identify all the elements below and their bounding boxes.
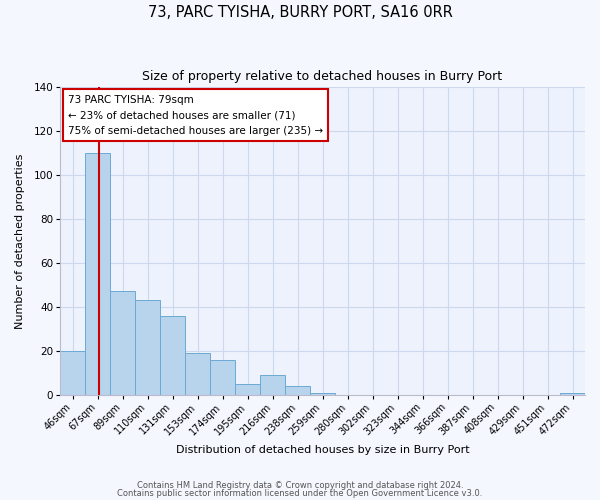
- Bar: [160, 316, 185, 395]
- Bar: [85, 153, 110, 395]
- Bar: [210, 360, 235, 395]
- Bar: [110, 292, 135, 395]
- Bar: [260, 375, 285, 395]
- Y-axis label: Number of detached properties: Number of detached properties: [15, 153, 25, 328]
- Text: 73 PARC TYISHA: 79sqm
← 23% of detached houses are smaller (71)
75% of semi-deta: 73 PARC TYISHA: 79sqm ← 23% of detached …: [68, 94, 323, 136]
- Bar: [285, 386, 310, 395]
- Bar: [135, 300, 160, 395]
- Bar: [560, 392, 585, 395]
- Bar: [235, 384, 260, 395]
- Bar: [310, 392, 335, 395]
- Bar: [60, 351, 85, 395]
- Title: Size of property relative to detached houses in Burry Port: Size of property relative to detached ho…: [142, 70, 503, 83]
- Text: Contains HM Land Registry data © Crown copyright and database right 2024.: Contains HM Land Registry data © Crown c…: [137, 480, 463, 490]
- Bar: [185, 353, 210, 395]
- X-axis label: Distribution of detached houses by size in Burry Port: Distribution of detached houses by size …: [176, 445, 469, 455]
- Text: Contains public sector information licensed under the Open Government Licence v3: Contains public sector information licen…: [118, 489, 482, 498]
- Text: 73, PARC TYISHA, BURRY PORT, SA16 0RR: 73, PARC TYISHA, BURRY PORT, SA16 0RR: [148, 5, 452, 20]
